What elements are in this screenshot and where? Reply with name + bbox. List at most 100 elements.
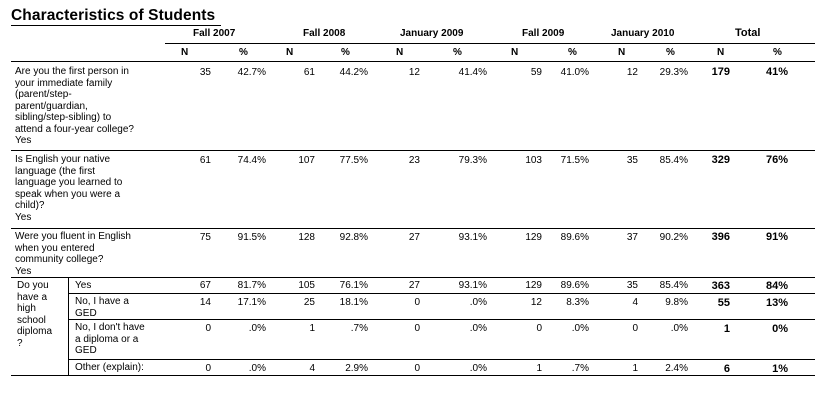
total-n: 329 <box>711 154 730 166</box>
cell-value: 41.0% <box>560 67 589 78</box>
cell-value: 91.5% <box>237 232 266 243</box>
header-fall-2009: Fall 2009 <box>522 28 565 39</box>
col-n-january-2009: N <box>396 47 404 58</box>
row-divider <box>11 150 815 151</box>
cell-value: 8.3% <box>566 297 589 308</box>
cell-value: .0% <box>670 323 688 334</box>
col-n-total: N <box>717 47 725 58</box>
total-n: 179 <box>711 66 730 78</box>
subrow-divider <box>68 319 815 320</box>
col-n-fall-2008: N <box>286 47 294 58</box>
table-bottom-rule <box>11 375 815 376</box>
cell-value: 90.2% <box>659 232 688 243</box>
cell-value: 85.4% <box>659 280 688 291</box>
header-january-2009: January 2009 <box>400 28 464 39</box>
title-underline <box>11 25 221 26</box>
cell-value: 1 <box>632 363 638 374</box>
cell-value: 42.7% <box>237 67 266 78</box>
total-pct: 84% <box>765 280 788 292</box>
question-fluent-english: Were you fluent in English when you ente… <box>15 231 131 277</box>
cell-value: 61 <box>199 155 211 166</box>
cell-value: 76.1% <box>339 280 368 291</box>
question-first-in-family: Are you the first person in your immedia… <box>15 66 134 146</box>
cell-value: 2.9% <box>345 363 368 374</box>
total-pct: 13% <box>765 297 788 309</box>
cell-value: 25 <box>303 297 315 308</box>
header-total: Total <box>735 27 761 39</box>
col-n-january-2010: N <box>618 47 626 58</box>
total-pct: 91% <box>765 231 788 243</box>
cell-value: 27 <box>408 232 420 243</box>
cell-value: 128 <box>298 232 315 243</box>
cell-value: 59 <box>530 67 542 78</box>
cell-value: 129 <box>525 280 542 291</box>
cell-value: 35 <box>199 67 211 78</box>
cell-value: 44.2% <box>339 67 368 78</box>
cell-value: 107 <box>298 155 315 166</box>
cell-value: 0 <box>536 323 542 334</box>
row-divider <box>11 277 815 278</box>
cell-value: 71.5% <box>560 155 589 166</box>
cell-value: 92.8% <box>339 232 368 243</box>
cell-value: 29.3% <box>659 67 688 78</box>
cell-value: 35 <box>626 280 638 291</box>
cell-value: 0 <box>414 363 420 374</box>
col-pct-fall-2007: % <box>239 47 248 58</box>
cell-value: .0% <box>469 297 487 308</box>
header-bottom-rule <box>11 61 815 62</box>
cell-value: 103 <box>525 155 542 166</box>
cell-value: 61 <box>303 67 315 78</box>
col-pct-fall-2009: % <box>568 47 577 58</box>
page-title: Characteristics of Students <box>11 7 216 24</box>
cell-value: 74.4% <box>237 155 266 166</box>
option-label-yes: Yes <box>75 280 92 291</box>
cell-value: 12 <box>408 67 420 78</box>
col-n-fall-2007: N <box>181 47 189 58</box>
col-pct-total: % <box>773 47 782 58</box>
cell-value: 0 <box>205 323 211 334</box>
total-n: 396 <box>711 231 730 243</box>
cell-value: 89.6% <box>560 280 589 291</box>
cell-value: 4 <box>632 297 638 308</box>
header-fall-2008: Fall 2008 <box>303 28 346 39</box>
cell-value: 77.5% <box>339 155 368 166</box>
cell-value: 23 <box>408 155 420 166</box>
cell-value: 105 <box>298 280 315 291</box>
total-n: 55 <box>717 297 730 309</box>
cell-value: 79.3% <box>458 155 487 166</box>
cell-value: .7% <box>350 323 368 334</box>
total-pct: 1% <box>772 363 788 375</box>
cell-value: 0 <box>414 297 420 308</box>
cell-value: 14 <box>199 297 211 308</box>
cell-value: 0 <box>632 323 638 334</box>
cell-value: 129 <box>525 232 542 243</box>
cell-value: 0 <box>205 363 211 374</box>
total-pct: 76% <box>765 154 788 166</box>
cell-value: .7% <box>571 363 589 374</box>
cell-value: 41.4% <box>458 67 487 78</box>
cell-value: .0% <box>571 323 589 334</box>
total-n: 6 <box>723 363 730 375</box>
total-n: 363 <box>711 280 730 292</box>
option-label-ged: No, I have a GED <box>75 296 129 319</box>
cell-value: 27 <box>408 280 420 291</box>
cell-value: 93.1% <box>458 232 487 243</box>
cell-value: 9.8% <box>665 297 688 308</box>
question-hs-diploma: Do you have a high school diploma ? <box>17 280 53 349</box>
cell-value: .0% <box>248 363 266 374</box>
cell-value: 1 <box>536 363 542 374</box>
cell-value: 93.1% <box>458 280 487 291</box>
cell-value: 35 <box>626 155 638 166</box>
cell-value: 67 <box>199 280 211 291</box>
total-pct: 0% <box>772 323 788 335</box>
col-pct-january-2009: % <box>453 47 462 58</box>
subrow-divider <box>68 359 815 360</box>
subrow-divider <box>68 293 815 294</box>
header-january-2010: January 2010 <box>611 28 675 39</box>
cell-value: 17.1% <box>237 297 266 308</box>
header-group-rule <box>165 43 815 44</box>
cell-value: 18.1% <box>339 297 368 308</box>
col-pct-january-2010: % <box>666 47 675 58</box>
cell-value: 81.7% <box>237 280 266 291</box>
cell-value: 12 <box>626 67 638 78</box>
